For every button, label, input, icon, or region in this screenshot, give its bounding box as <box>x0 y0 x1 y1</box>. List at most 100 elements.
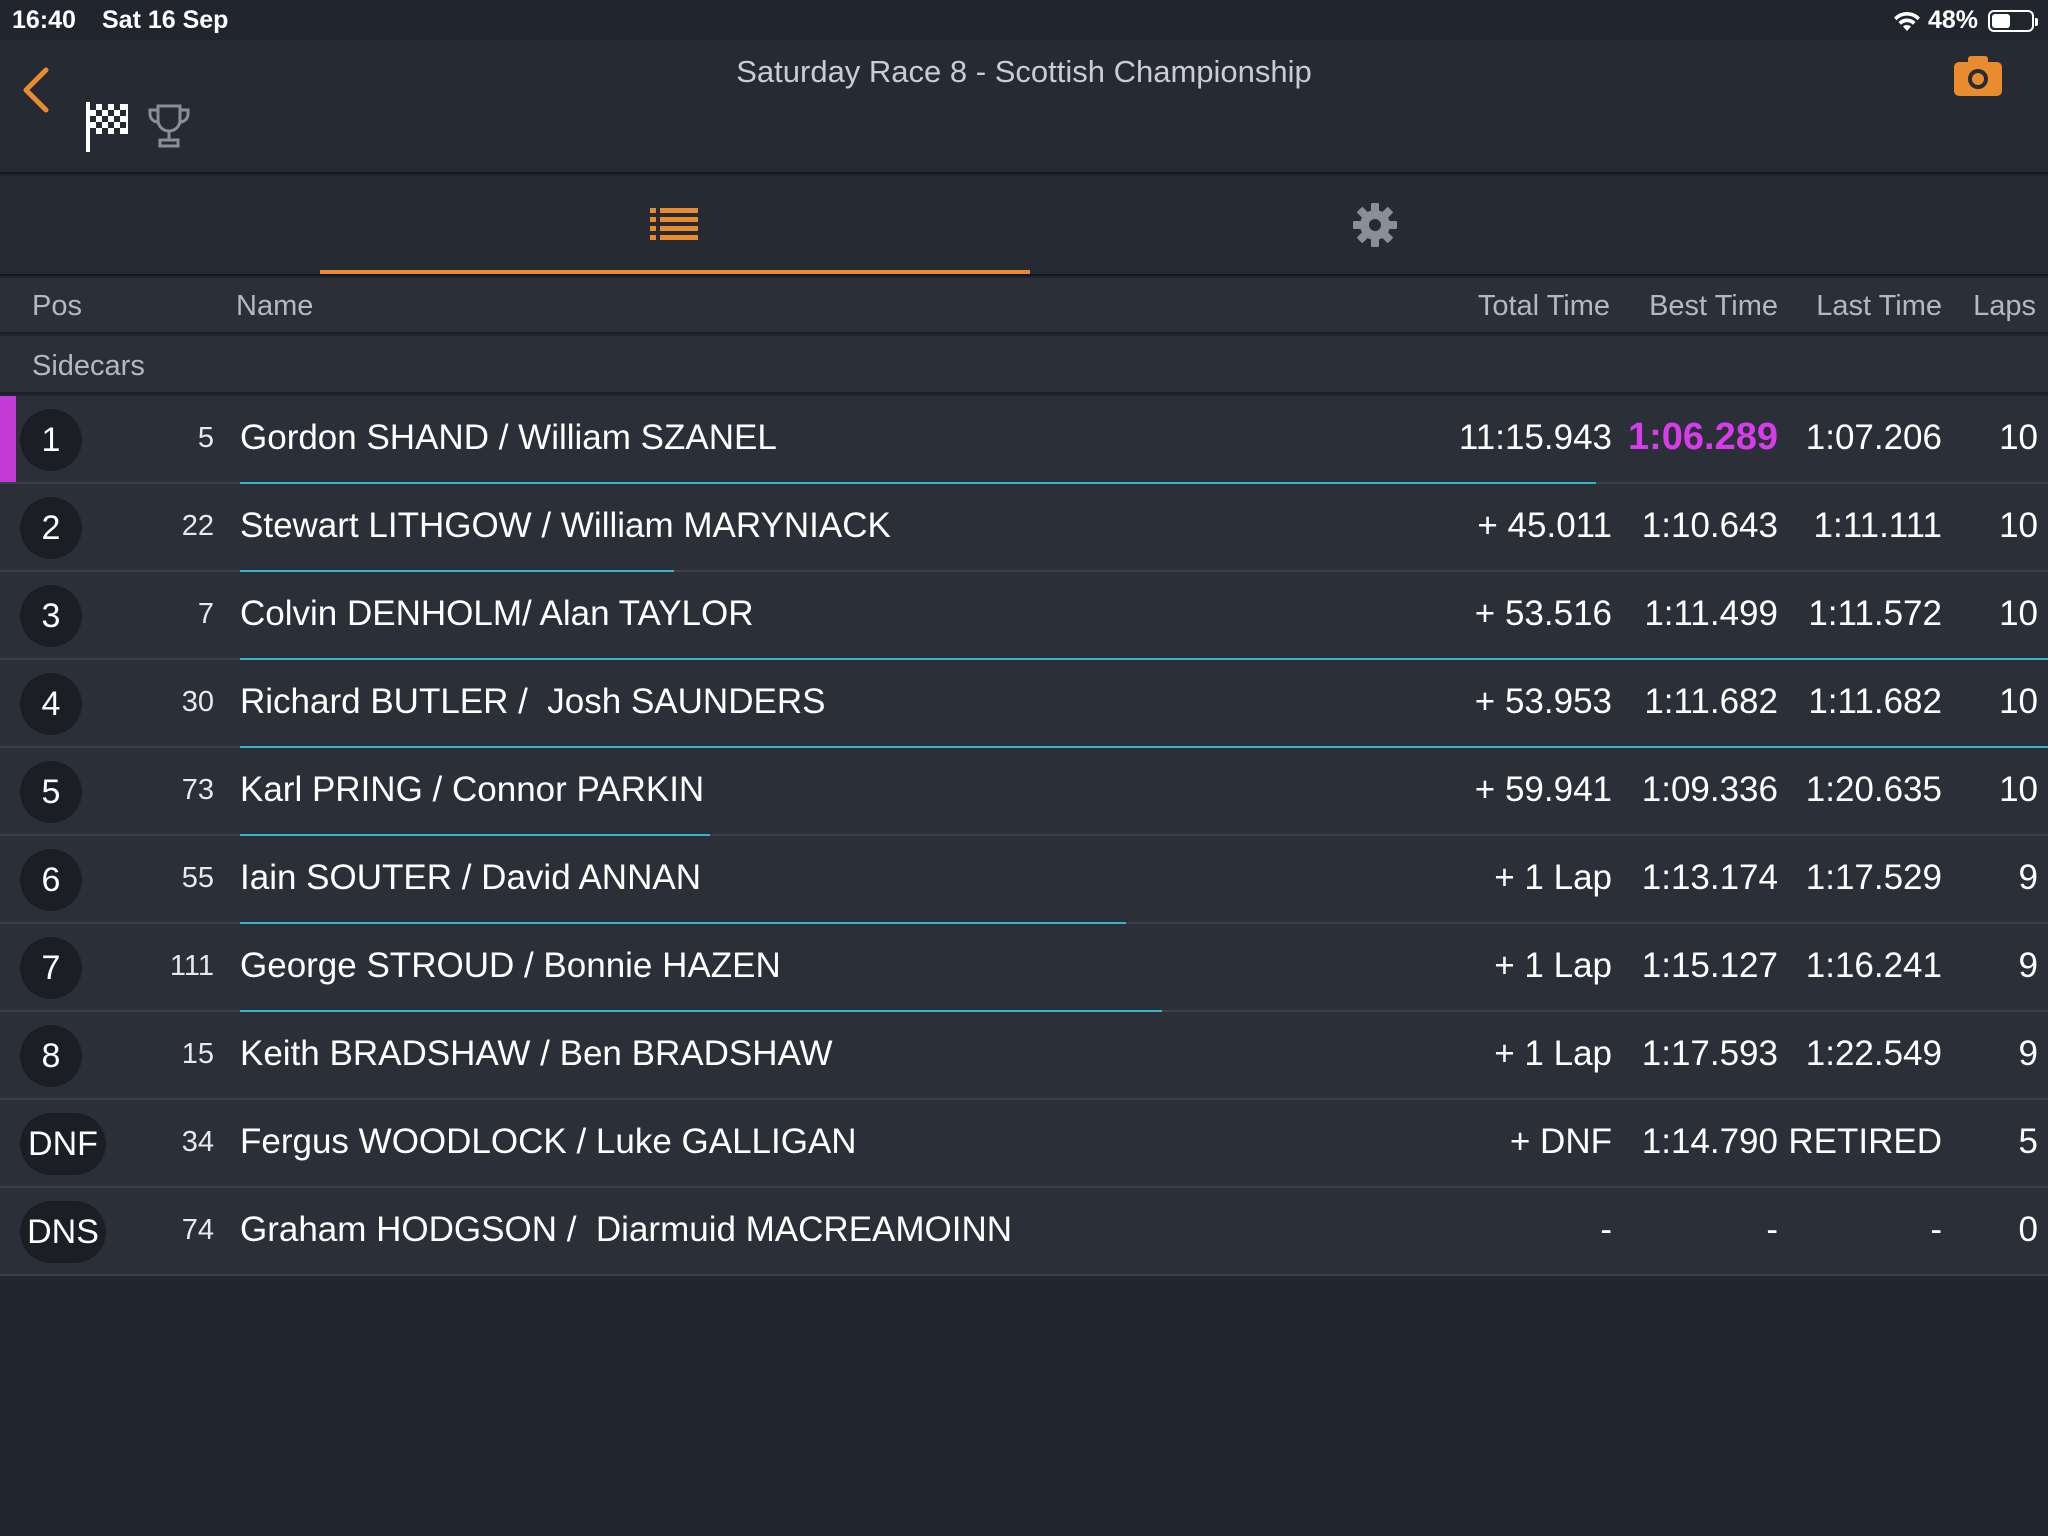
lap-progress-bar <box>240 570 674 572</box>
race-number: 30 <box>181 686 214 718</box>
competitor-name: Richard BUTLER / Josh SAUNDERS <box>240 682 826 721</box>
total-time: + 1 Lap <box>1494 858 1612 897</box>
race-number: 34 <box>181 1126 214 1158</box>
best-time: 1:11.682 <box>1644 682 1778 721</box>
result-row[interactable]: 7 111 George STROUD / Bonnie HAZEN + 1 L… <box>0 924 2048 1012</box>
battery-tip <box>2035 17 2038 26</box>
result-row[interactable]: DNF 34 Fergus WOODLOCK / Luke GALLIGAN +… <box>0 1100 2048 1188</box>
col-header-pos[interactable]: Pos <box>32 290 82 322</box>
best-time: 1:17.593 <box>1641 1034 1778 1073</box>
race-number: 74 <box>181 1214 214 1246</box>
competitor-name: Iain SOUTER / David ANNAN <box>240 858 701 897</box>
result-row[interactable]: 5 73 Karl PRING / Connor PARKIN + 59.941… <box>0 748 2048 836</box>
lap-progress-bar <box>240 834 710 836</box>
total-time: 11:15.943 <box>1458 418 1612 457</box>
col-header-total-time[interactable]: Total Time <box>1477 290 1610 322</box>
competitor-name: Fergus WOODLOCK / Luke GALLIGAN <box>240 1122 857 1161</box>
position-badge: DNS <box>20 1201 106 1263</box>
battery-fill <box>1992 13 2010 28</box>
total-time: + DNF <box>1509 1122 1612 1161</box>
competitor-name: George STROUD / Bonnie HAZEN <box>240 946 781 985</box>
position-badge: DNF <box>20 1113 106 1175</box>
laps: 10 <box>1999 594 2038 633</box>
last-time: RETIRED <box>1788 1122 1942 1161</box>
best-time: 1:15.127 <box>1641 946 1778 985</box>
laps: 10 <box>1999 770 2038 809</box>
total-time: + 59.941 <box>1474 770 1612 809</box>
col-header-laps[interactable]: Laps <box>1973 290 2036 322</box>
competitor-name: Keith BRADSHAW / Ben BRADSHAW <box>240 1034 833 1073</box>
race-number: 73 <box>181 774 214 806</box>
status-bar: 16:40 Sat 16 Sep 48% <box>0 0 2048 40</box>
race-number: 55 <box>181 862 214 894</box>
header: Saturday Race 8 - Scottish Championship <box>0 40 2048 174</box>
laps: 9 <box>2018 946 2038 985</box>
position-badge: 6 <box>20 849 82 911</box>
result-row[interactable]: 8 15 Keith BRADSHAW / Ben BRADSHAW + 1 L… <box>0 1012 2048 1100</box>
status-time: 16:40 <box>12 6 76 34</box>
competitor-name: Stewart LITHGOW / William MARYNIACK <box>240 506 891 545</box>
total-time: + 1 Lap <box>1494 946 1612 985</box>
checkered-flag-icon[interactable] <box>84 98 132 154</box>
total-time: + 53.516 <box>1474 594 1612 633</box>
laps: 9 <box>2018 858 2038 897</box>
col-header-best-time[interactable]: Best Time <box>1649 290 1778 322</box>
result-row[interactable]: 6 55 Iain SOUTER / David ANNAN + 1 Lap 1… <box>0 836 2048 924</box>
total-time: + 53.953 <box>1474 682 1612 721</box>
total-time: - <box>1600 1210 1612 1249</box>
race-number: 111 <box>169 950 214 982</box>
position-badge: 3 <box>20 585 82 647</box>
best-time: 1:11.499 <box>1644 594 1778 633</box>
result-row[interactable]: 3 7 Colvin DENHOLM/ Alan TAYLOR + 53.516… <box>0 572 2048 660</box>
laps: 9 <box>2018 1034 2038 1073</box>
status-right: 48% <box>1892 6 2038 35</box>
lap-progress-bar <box>240 482 1596 484</box>
class-label: Sidecars <box>32 350 145 382</box>
best-time: 1:09.336 <box>1641 770 1778 809</box>
page-title: Saturday Race 8 - Scottish Championship <box>736 54 1312 89</box>
lap-progress-bar <box>240 922 1126 924</box>
result-row[interactable]: 1 5 Gordon SHAND / William SZANEL 11:15.… <box>0 396 2048 484</box>
best-time: 1:06.289 <box>1627 416 1778 458</box>
competitor-name: Gordon SHAND / William SZANEL <box>240 418 777 457</box>
tab-bar <box>0 176 2048 276</box>
position-badge: 7 <box>20 937 82 999</box>
wifi-icon <box>1893 11 1920 31</box>
tab-settings[interactable] <box>1020 176 1730 274</box>
race-number: 15 <box>181 1038 214 1070</box>
col-header-name[interactable]: Name <box>236 290 314 322</box>
best-time: 1:13.174 <box>1641 858 1778 897</box>
best-time: 1:14.790 <box>1641 1122 1778 1161</box>
last-time: 1:07.206 <box>1805 418 1942 457</box>
last-time: 1:16.241 <box>1805 946 1942 985</box>
total-time: + 1 Lap <box>1494 1034 1612 1073</box>
last-time: 1:11.682 <box>1808 682 1942 721</box>
tab-results-list[interactable] <box>320 176 1030 274</box>
position-badge: 8 <box>20 1025 82 1087</box>
list-icon <box>650 208 698 240</box>
best-time: - <box>1766 1210 1778 1249</box>
lap-progress-bar <box>240 746 2048 748</box>
trophy-icon[interactable] <box>146 102 192 150</box>
col-header-last-time[interactable]: Last Time <box>1816 290 1942 322</box>
laps: 10 <box>1999 682 2038 721</box>
class-group-header: Sidecars <box>0 336 2048 394</box>
result-row[interactable]: 2 22 Stewart LITHGOW / William MARYNIACK… <box>0 484 2048 572</box>
result-row[interactable]: 4 30 Richard BUTLER / Josh SAUNDERS + 53… <box>0 660 2048 748</box>
race-number: 5 <box>197 422 214 454</box>
gear-icon <box>1353 203 1397 247</box>
status-date: Sat 16 Sep <box>102 6 229 34</box>
camera-icon[interactable] <box>1950 50 2006 102</box>
position-badge: 5 <box>20 761 82 823</box>
last-time: 1:17.529 <box>1805 858 1942 897</box>
result-row[interactable]: DNS 74 Graham HODGSON / Diarmuid MACREAM… <box>0 1188 2048 1276</box>
laps: 5 <box>2018 1122 2038 1161</box>
laps: 10 <box>1999 506 2038 545</box>
position-badge: 1 <box>20 409 82 471</box>
total-time: + 45.011 <box>1477 506 1612 545</box>
back-chevron-icon[interactable] <box>16 60 60 120</box>
position-badge: 2 <box>20 497 82 559</box>
laps: 0 <box>2018 1210 2038 1249</box>
last-time: - <box>1930 1210 1942 1249</box>
race-number: 7 <box>197 598 214 630</box>
